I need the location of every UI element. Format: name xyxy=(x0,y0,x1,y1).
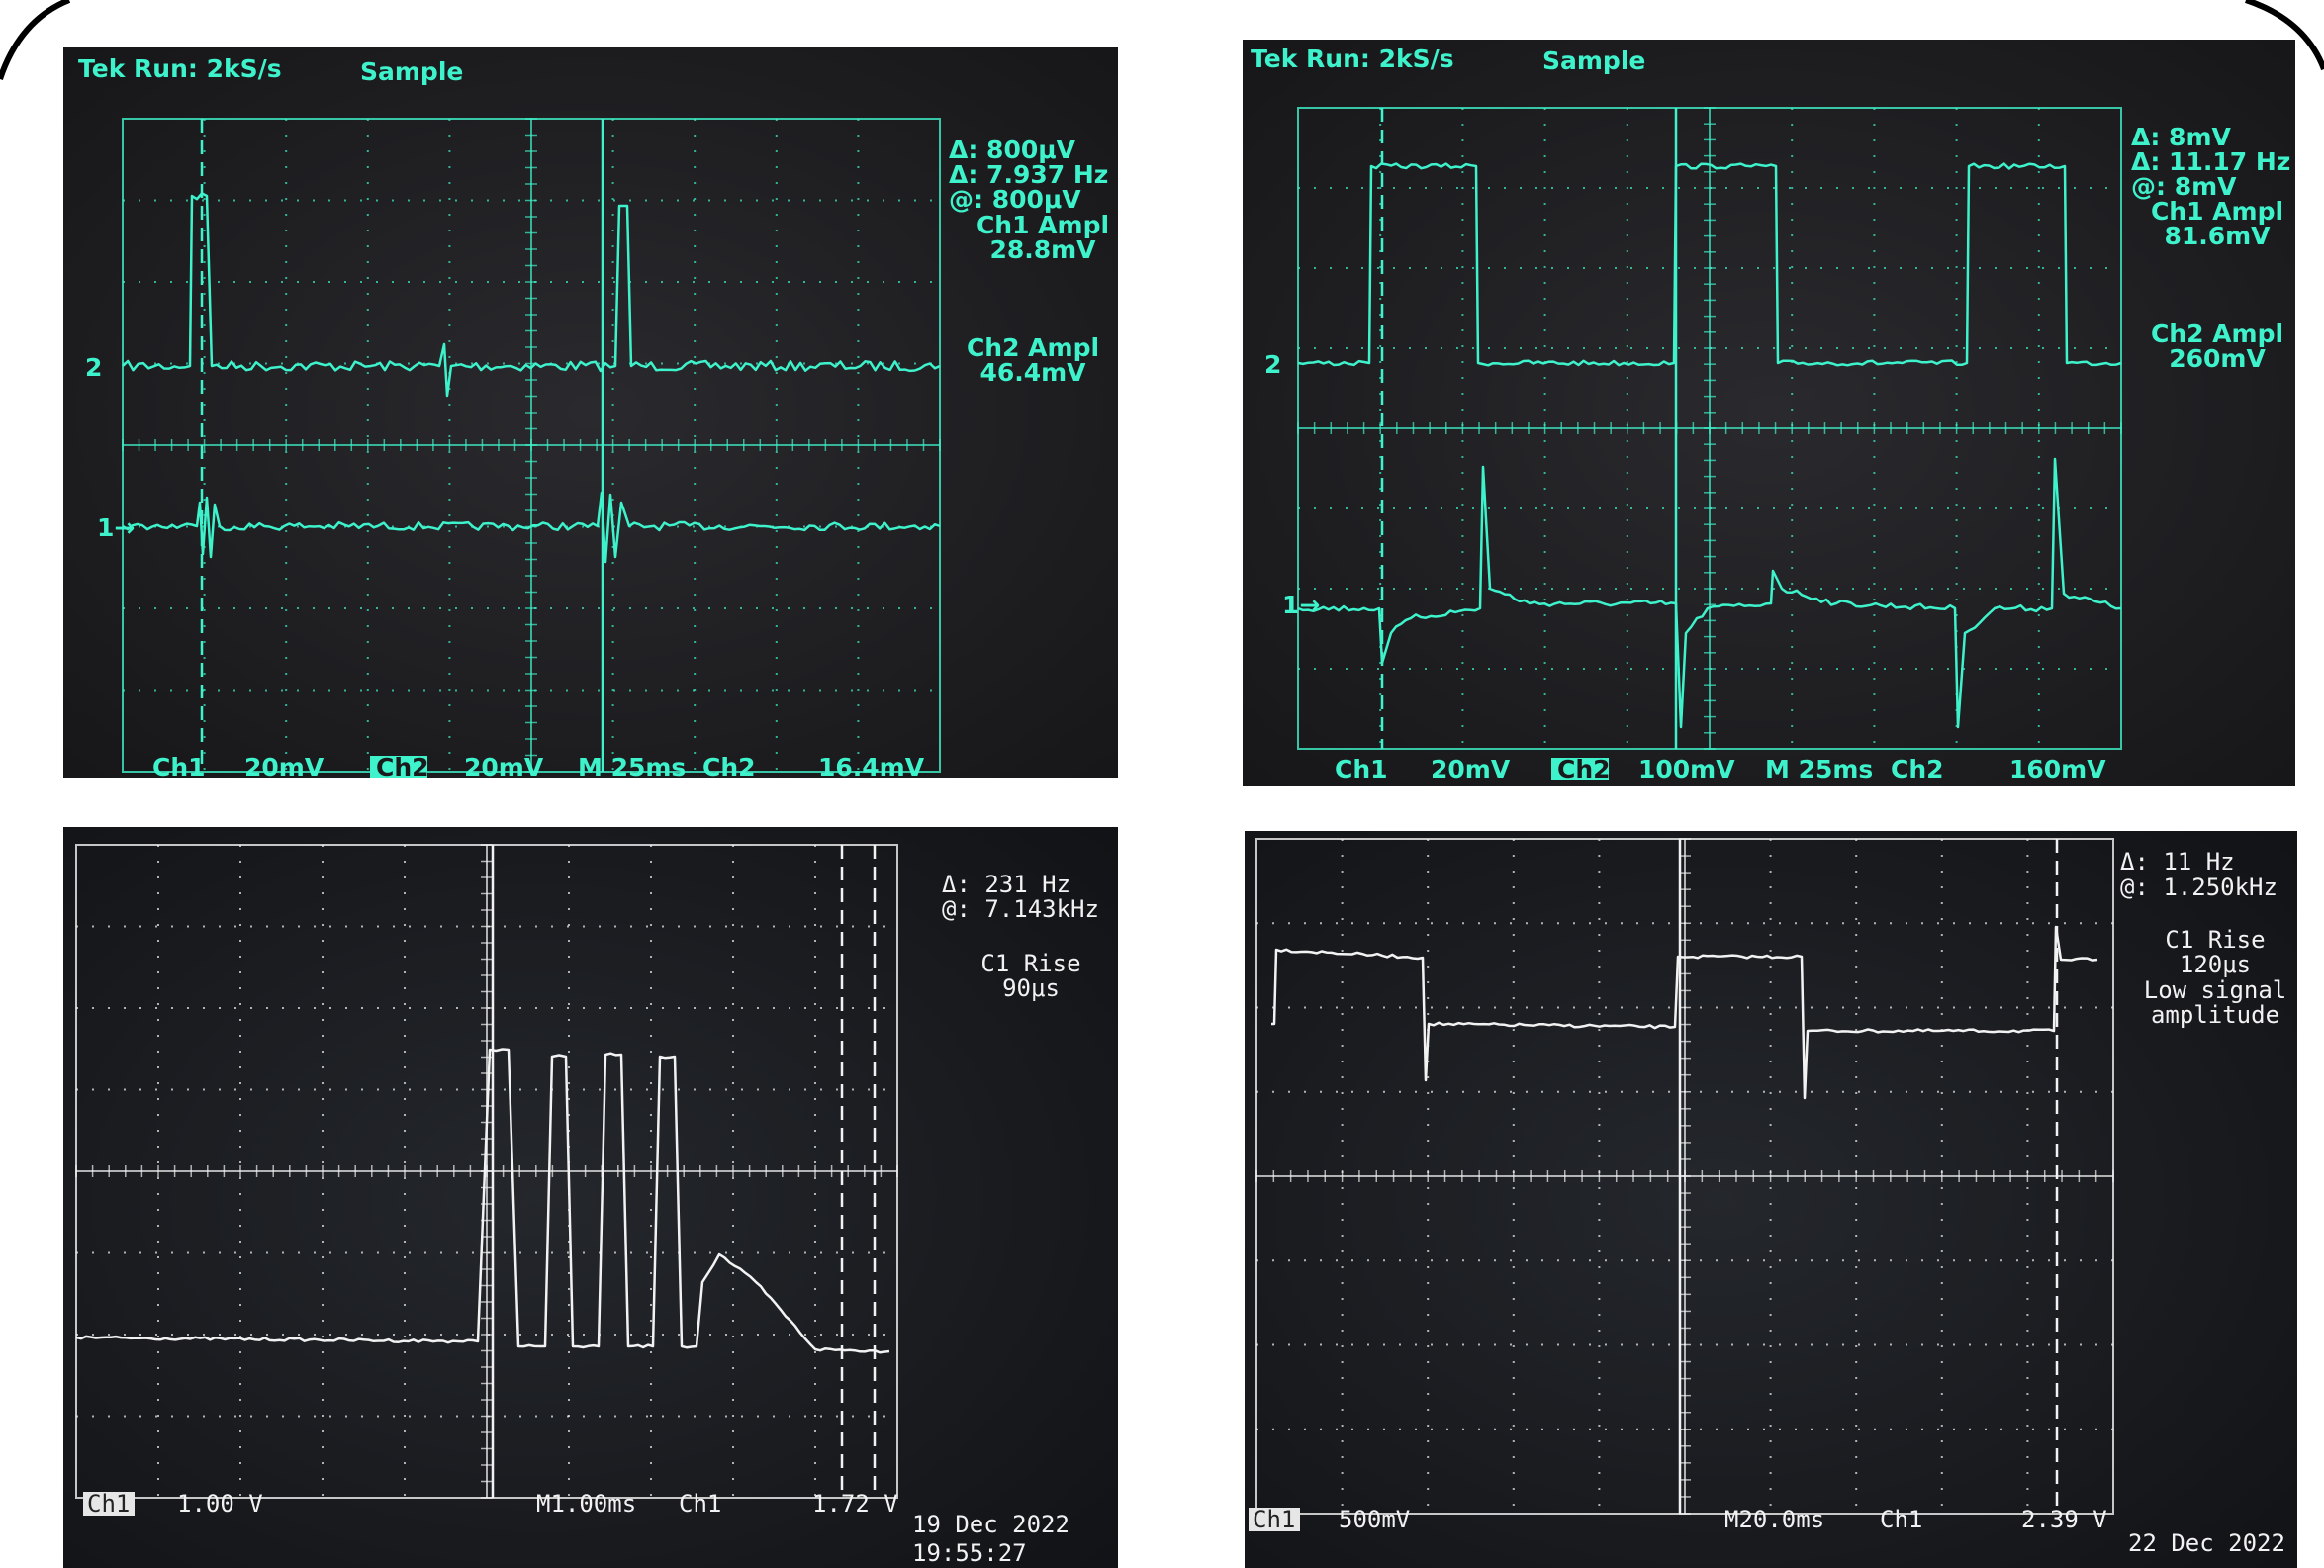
footer: Ch1 xyxy=(679,1490,721,1518)
mode: Sample xyxy=(360,57,463,86)
footer: 20mV xyxy=(464,753,544,782)
footer: M1.00ms xyxy=(536,1490,636,1518)
scope-photo: Δ: 231 Hz @: 7.143kHz C1 Rise 90μs Ch1 1… xyxy=(63,827,1118,1568)
photo-collage: Tek Run: 2kS/s Sample 2 1→ Δ: 800μV Δ: 7… xyxy=(0,0,2324,1568)
footer: Ch2 xyxy=(1891,755,1944,784)
scope-photo: Tek Run: 2kS/s Sample 2 1→ Δ: 8mV Δ: 11.… xyxy=(1243,40,2295,786)
footer: 2.39 V xyxy=(2021,1506,2107,1533)
footer: Ch1 xyxy=(1253,1506,1295,1533)
page: Tek Run: 2kS/s Sample 2 1→ Δ: 800μV Δ: 7… xyxy=(0,0,2324,1568)
footer: 22 Dec 2022 xyxy=(2128,1529,2285,1557)
mode: Sample xyxy=(1542,46,1645,75)
frame-arc xyxy=(0,0,69,79)
footer: M 25ms xyxy=(578,753,686,782)
footer: 19 Dec 2022 xyxy=(912,1511,1069,1538)
readout: 46.4mV xyxy=(979,358,1086,387)
readout: Low signal xyxy=(2144,976,2287,1004)
footer: 16.4mV xyxy=(818,753,925,782)
footer: 160mV xyxy=(2009,755,2106,784)
readout: Δ: 11 Hz xyxy=(2120,848,2235,876)
footer: 500mV xyxy=(1339,1506,1410,1533)
footer: Ch2 xyxy=(1557,755,1611,784)
readout: C1 Rise xyxy=(980,950,1080,977)
footer: Ch2 xyxy=(702,753,756,782)
footer: 1.72 V xyxy=(812,1490,898,1518)
readout: @: 7.143kHz xyxy=(942,895,1099,923)
scope-photo: Tek Run: 2kS/s Sample 2 1→ Δ: 800μV Δ: 7… xyxy=(63,47,1118,782)
footer: M 25ms xyxy=(1765,755,1873,784)
footer: Ch1 xyxy=(1880,1506,1922,1533)
readout: 90μs xyxy=(1002,974,1060,1002)
footer: 20mV xyxy=(244,753,325,782)
readout: Δ: 231 Hz xyxy=(942,871,1070,898)
readout: 120μs xyxy=(2180,951,2251,978)
footer: Ch1 xyxy=(152,753,206,782)
channel-marker: 2 xyxy=(85,353,102,382)
footer: Ch2 xyxy=(376,753,429,782)
footer: 1.00 V xyxy=(177,1490,263,1518)
status: Tek Run: 2kS/s xyxy=(1251,45,1454,73)
readout: 28.8mV xyxy=(989,235,1096,264)
channel-marker: 1→ xyxy=(1282,591,1320,619)
readout: 260mV xyxy=(2169,344,2266,373)
footer: 20mV xyxy=(1431,755,1511,784)
channel-marker: 1→ xyxy=(97,513,135,542)
footer: Ch1 xyxy=(1335,755,1388,784)
footer: 100mV xyxy=(1638,755,1735,784)
footer: M20.0ms xyxy=(1724,1506,1824,1533)
scope-photo: Δ: 11 Hz @: 1.250kHz C1 Rise 120μs Low s… xyxy=(1245,831,2297,1568)
channel-marker: 2 xyxy=(1264,350,1281,379)
status: Tek Run: 2kS/s xyxy=(78,54,282,83)
readout: @: 800μV xyxy=(949,185,1081,214)
readout: @: 1.250kHz xyxy=(2120,874,2278,901)
readout: 81.6mV xyxy=(2164,222,2271,250)
footer: Ch1 xyxy=(87,1490,130,1518)
readout: amplitude xyxy=(2151,1001,2279,1029)
footer: 19:55:27 xyxy=(912,1539,1027,1567)
screen xyxy=(63,827,1118,1568)
readout: C1 Rise xyxy=(2165,926,2265,954)
